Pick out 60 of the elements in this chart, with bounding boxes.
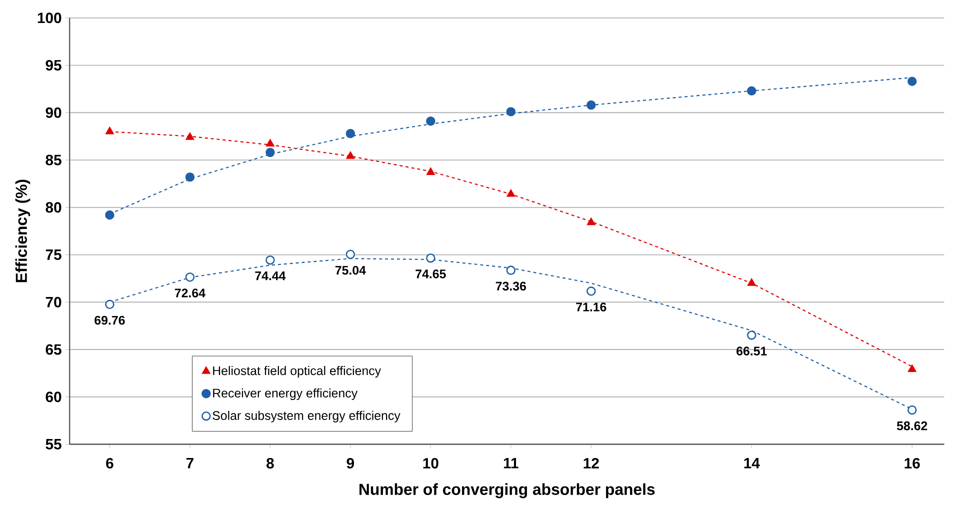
point — [908, 364, 916, 372]
point — [748, 278, 756, 286]
x-axis-title: Number of converging absorber panels — [360, 483, 655, 498]
point — [266, 139, 274, 147]
y-tick-label: 55 — [46, 439, 62, 450]
point — [105, 210, 114, 220]
x-tick-label: 16 — [904, 458, 920, 469]
data-label: 58.62 — [896, 422, 928, 430]
legend-label: Heliostat field optical efficiency — [213, 366, 382, 378]
point — [106, 127, 114, 134]
data-label: 71.16 — [576, 302, 606, 312]
data-label: 75.04 — [335, 266, 366, 275]
point — [266, 148, 275, 158]
point — [185, 172, 195, 182]
point — [586, 100, 596, 110]
point — [346, 152, 355, 159]
data-label: 73.36 — [496, 282, 526, 291]
y-tick-label: 95 — [46, 60, 62, 71]
x-tick-label: 6 — [106, 458, 114, 469]
x-tick-label: 10 — [423, 458, 438, 469]
legend-label: Solar subsystem energy efficiency — [212, 410, 400, 423]
point — [426, 116, 436, 126]
point — [506, 266, 516, 276]
point — [346, 128, 356, 138]
y-tick-label: 100 — [38, 12, 62, 24]
y-tick-label: 80 — [46, 202, 62, 213]
point — [586, 286, 596, 296]
point — [426, 168, 435, 176]
data-label: 72.64 — [174, 288, 206, 298]
point — [186, 132, 194, 140]
y-tick-label: 90 — [46, 107, 62, 118]
y-tick-label: 85 — [46, 154, 62, 166]
point — [747, 330, 756, 340]
point — [266, 256, 275, 265]
point — [907, 76, 917, 86]
point — [747, 86, 756, 96]
data-label: 69.76 — [94, 316, 125, 325]
point — [587, 218, 596, 226]
point — [506, 190, 515, 197]
x-tick-label: 11 — [504, 458, 518, 468]
y-tick-label: 75 — [46, 250, 62, 260]
y-axis-title: Efficiency (%) — [15, 180, 30, 282]
y-tick-label: 70 — [46, 296, 62, 308]
x-tick-label: 9 — [346, 458, 354, 469]
point — [907, 405, 917, 415]
point — [185, 272, 195, 282]
y-tick-label: 60 — [46, 392, 62, 402]
legend-label: Receiver energy efficiency — [213, 388, 358, 400]
x-tick-label: 14 — [744, 458, 760, 468]
point — [506, 107, 516, 116]
x-tick-label: 12 — [584, 458, 599, 469]
point — [346, 250, 356, 260]
x-tick-label: 8 — [266, 458, 274, 469]
x-tick-label: 7 — [186, 458, 194, 468]
data-label: 66.51 — [736, 346, 767, 356]
y-tick-label: 65 — [46, 344, 62, 355]
data-label: 74.65 — [416, 270, 446, 278]
point — [105, 300, 114, 310]
point — [426, 254, 436, 263]
data-label: 74.44 — [255, 272, 286, 280]
